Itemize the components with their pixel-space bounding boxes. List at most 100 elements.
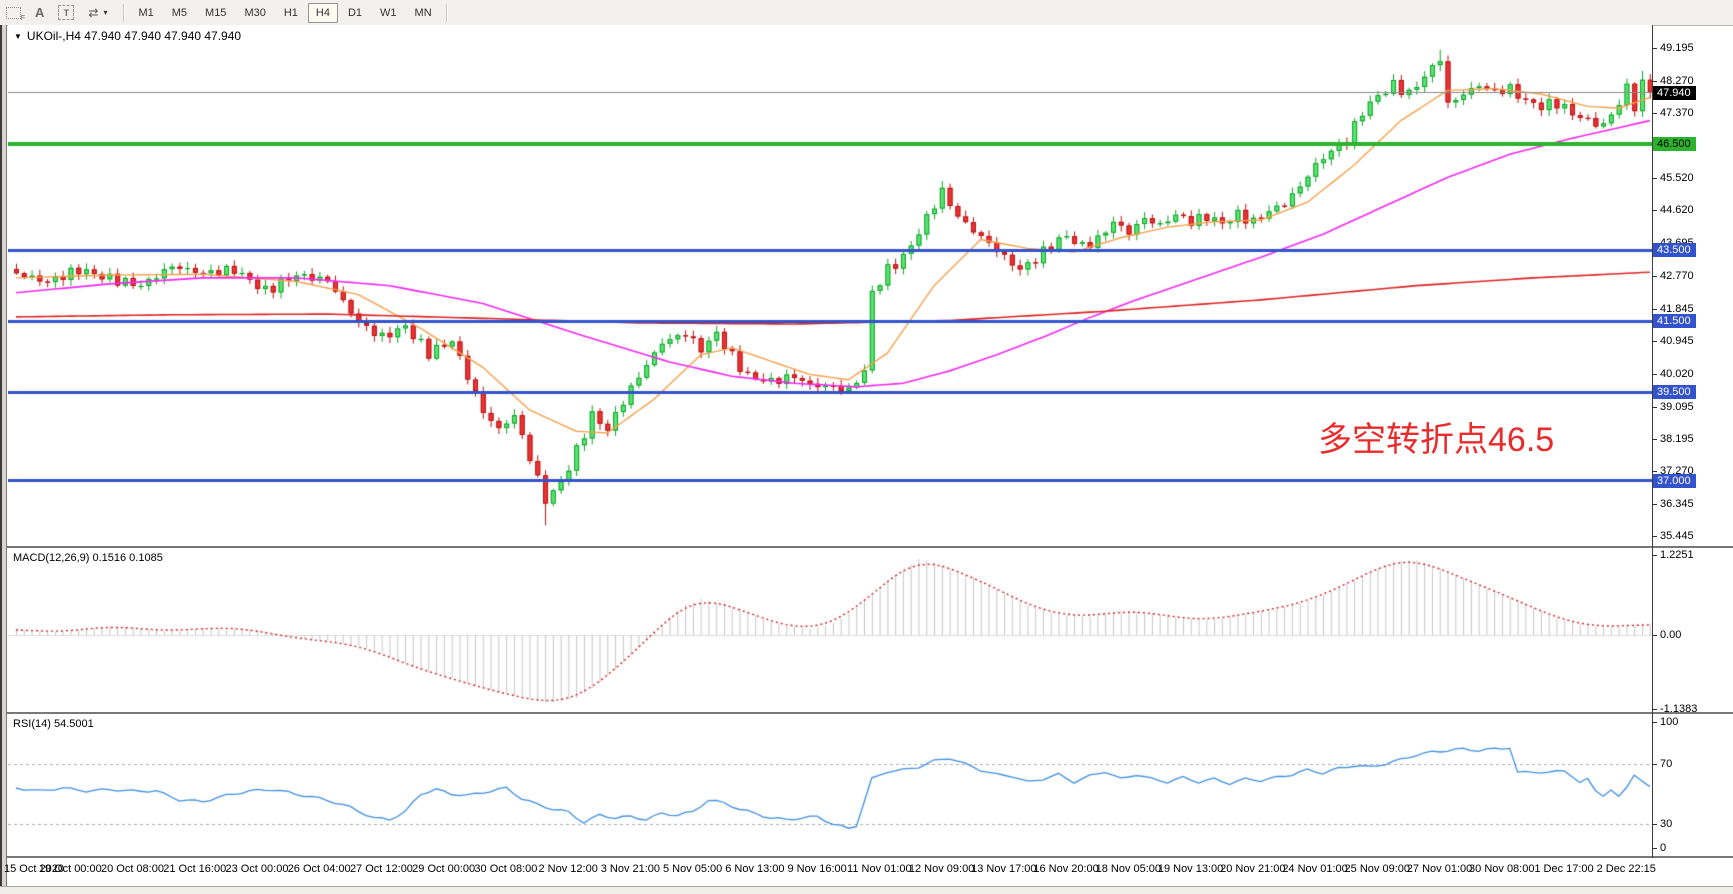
time-label: 16 Nov 20:00	[1033, 863, 1099, 875]
time-label: 24 Nov 01:00	[1282, 863, 1348, 875]
time-label: 1 Dec 17:00	[1534, 863, 1594, 875]
timeframe-button-M30[interactable]: M30	[244, 6, 266, 19]
arrows-icon: ⇄	[88, 5, 99, 20]
timeframe-button-M5[interactable]: M5	[171, 6, 188, 19]
axis-tick-mark	[1652, 635, 1657, 636]
axis-tick-mark	[1652, 555, 1657, 556]
time-label: 27 Oct 12:00	[349, 863, 413, 875]
timeframe-button-group: M1 M5 M15 M30 H1 H4 D1 W1 MN	[130, 2, 439, 23]
timeframe-button-D1[interactable]: D1	[347, 6, 363, 19]
indicators-button[interactable]: F	[6, 6, 25, 22]
timeframe-button-H4[interactable]: H4	[307, 2, 338, 23]
axis-tick-mark	[1652, 471, 1657, 472]
time-label: 9 Nov 16:00	[787, 863, 847, 875]
price-axis-line	[1652, 25, 1653, 858]
label-a-button[interactable]: A	[35, 5, 44, 20]
chart-grid-icon: F	[6, 6, 25, 22]
symbol-ohlc-text: UKOil-,H4 47.940 47.940 47.940 47.940	[26, 29, 242, 43]
level-badge-41500: 41.500	[1653, 314, 1696, 328]
rsi-tick-70: 70	[1660, 758, 1673, 770]
level-badge-39500: 39.500	[1653, 385, 1696, 399]
axis-tick-mark	[1652, 536, 1657, 537]
timeframe-button-M15[interactable]: M15	[205, 6, 227, 19]
time-axis-separator	[7, 856, 1733, 858]
macd-label: MACD(12,26,9) 0.1516 0.1085	[13, 552, 163, 564]
axis-tick-mark	[1652, 764, 1657, 765]
toolbar-separator	[123, 3, 125, 22]
timeframe-button-H1[interactable]: H1	[283, 6, 298, 19]
timeframe-button-M1[interactable]: M1	[138, 6, 154, 19]
price-tick-38.195: 38.195	[1660, 433, 1694, 445]
time-label: 20 Nov 21:00	[1220, 863, 1286, 875]
axis-tick-mark	[1652, 81, 1657, 82]
axis-tick-mark	[1652, 341, 1657, 342]
time-label: 11 Nov 01:00	[847, 863, 912, 875]
rsi-tick-100: 100	[1660, 716, 1679, 728]
axis-tick-mark	[1652, 374, 1657, 375]
axis-tick-mark	[1652, 848, 1657, 849]
current-price-badge: 47.940	[1653, 86, 1696, 100]
panel-separator[interactable]	[7, 712, 1733, 714]
toolbar: F A T ⇄ ▾ M1 M5 M15 M30 H1 H4 D1 W1 MN	[0, 0, 1733, 26]
price-tick-36.345: 36.345	[1660, 498, 1694, 510]
bottom-strip	[0, 886, 1733, 894]
collapse-chart-icon[interactable]: ▼	[14, 31, 22, 41]
time-label: 30 Nov 08:00	[1469, 863, 1535, 875]
price-tick-35.445: 35.445	[1660, 530, 1694, 542]
price-tick-48.270: 48.270	[1660, 75, 1694, 87]
time-label: 2 Dec 22:15	[1596, 863, 1656, 875]
text-a-icon: A	[35, 5, 45, 20]
axis-tick-mark	[1652, 722, 1657, 723]
macd-tick-1.2251: 1.2251	[1660, 549, 1694, 561]
time-label: 18 Nov 05:00	[1095, 863, 1162, 875]
level-badge-46500: 46.500	[1653, 137, 1696, 151]
rsi-tick-0: 0	[1660, 842, 1667, 854]
axis-tick-mark	[1652, 439, 1657, 440]
price-tick-49.195: 49.195	[1660, 42, 1694, 54]
rsi-label: RSI(14) 54.5001	[13, 718, 94, 730]
macd-tick--1.1383: -1.1383	[1660, 703, 1698, 715]
arrows-dropdown-button[interactable]: ⇄ ▾	[88, 6, 107, 20]
axis-tick-mark	[1652, 276, 1657, 277]
chart-title: ▼ UKOil-,H4 47.940 47.940 47.940 47.940	[14, 29, 241, 43]
time-label: 5 Nov 05:00	[662, 863, 723, 875]
time-label: 15 Oct 2020	[4, 863, 64, 875]
rsi-tick-30: 30	[1660, 818, 1673, 830]
time-label: 6 Nov 13:00	[725, 863, 785, 875]
axis-tick-mark	[1652, 113, 1657, 114]
panel-separator[interactable]	[7, 546, 1733, 548]
axis-tick-mark	[1652, 309, 1657, 310]
toolbar-separator	[445, 3, 447, 22]
macd-indicator-canvas[interactable]	[8, 548, 1652, 714]
time-label: 12 Nov 09:00	[908, 863, 975, 875]
main-price-chart-canvas[interactable]	[8, 25, 1652, 548]
time-label: 20 Oct 08:00	[100, 863, 164, 875]
time-label: 13 Nov 17:00	[971, 863, 1037, 875]
timeframe-button-W1[interactable]: W1	[380, 6, 397, 19]
price-tick-44.620: 44.620	[1660, 204, 1694, 216]
price-tick-42.770: 42.770	[1660, 270, 1694, 282]
text-box-button[interactable]: T	[58, 5, 75, 20]
time-label: 19 Oct 00:00	[38, 863, 102, 875]
axis-tick-mark	[1652, 178, 1657, 179]
time-label: 26 Oct 04:00	[287, 863, 351, 875]
timeframe-button-MN[interactable]: MN	[414, 6, 432, 19]
axis-tick-mark	[1652, 709, 1657, 710]
level-badge-43500: 43.500	[1653, 243, 1696, 257]
rsi-indicator-canvas[interactable]	[8, 714, 1652, 858]
text-box-icon: T	[58, 5, 75, 20]
axis-tick-mark	[1652, 407, 1657, 408]
dropdown-caret-icon: ▾	[103, 8, 108, 17]
price-tick-39.095: 39.095	[1660, 401, 1694, 413]
time-label: 19 Nov 13:00	[1157, 863, 1224, 875]
time-label: 27 Nov 01:00	[1406, 863, 1473, 875]
time-label: 25 Nov 09:00	[1344, 863, 1410, 875]
axis-tick-mark	[1652, 504, 1657, 505]
window-left-border	[0, 25, 7, 894]
toolbar-icon-group: F A T ⇄ ▾	[0, 5, 117, 22]
price-tick-45.520: 45.520	[1660, 172, 1694, 184]
macd-tick-0.00: 0.00	[1660, 629, 1682, 641]
price-tick-47.370: 47.370	[1660, 107, 1694, 119]
time-label: 23 Oct 00:00	[225, 863, 289, 875]
